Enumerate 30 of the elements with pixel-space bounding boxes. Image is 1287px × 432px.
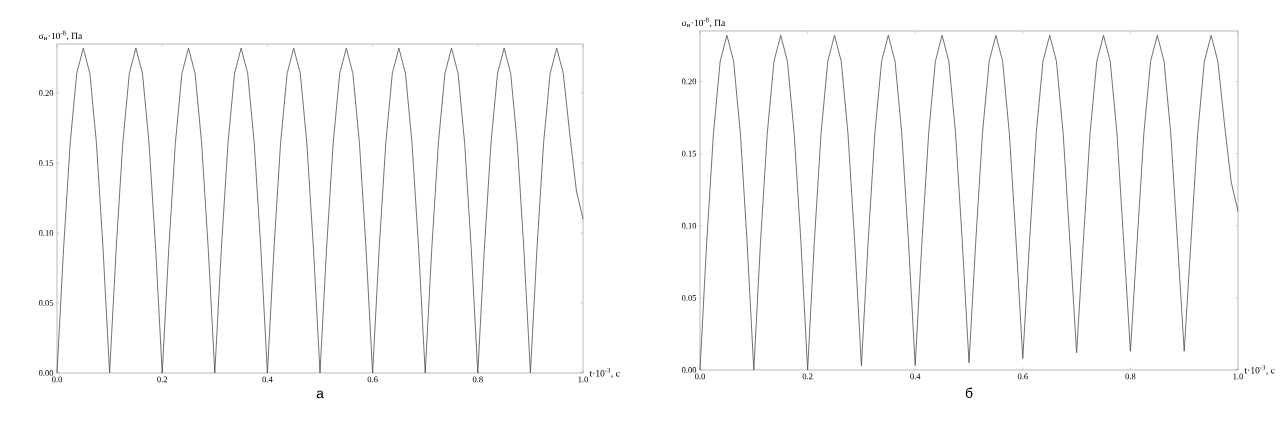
x-tick-label: 0.0	[695, 373, 705, 380]
y-axis-title: σ$_{и}$·10$^{-8}$, Па	[38, 30, 83, 41]
x-tick-label: 0.6	[367, 376, 378, 383]
text: а	[316, 390, 324, 399]
x-axis-title: t·10$^{-3}$, с	[589, 368, 620, 378]
x-axis-title: t·10$^{-3}$, с	[1244, 365, 1275, 375]
x-tick-label: 0.2	[157, 376, 168, 383]
y-tick-label: 0.20	[38, 90, 54, 96]
x-tick-label: 0.8	[472, 376, 483, 383]
x-tick-label: 0.6	[1017, 373, 1028, 380]
x-tick-label: 0.0	[52, 376, 62, 383]
x-tick-label: 0.4	[910, 373, 921, 380]
y-tick-label: 0.05	[681, 294, 697, 301]
x-tick-label: 1.0	[1233, 373, 1243, 380]
y-tick-label: 0.20	[681, 78, 697, 85]
y-tick-label: 0.00	[38, 370, 54, 376]
x-tick-label: 0.2	[802, 373, 813, 380]
y-tick-label: 0.15	[38, 160, 54, 166]
y-tick-label: 0.10	[681, 222, 697, 229]
x-tick-label: 0.4	[262, 376, 273, 383]
x-tick-label: 1.0	[578, 376, 588, 383]
y-tick-label: 0.15	[681, 150, 697, 157]
line-series	[699, 34, 1239, 371]
y-tick-label: 0.00	[681, 367, 697, 373]
line-series	[56, 47, 584, 374]
text: б	[965, 387, 973, 398]
y-tick-label: 0.05	[38, 300, 54, 306]
y-tick-label: 0.10	[38, 230, 54, 236]
x-tick-label: 0.8	[1125, 373, 1136, 380]
y-axis-title: σ$_{и}$·10$^{-8}$, Па	[681, 17, 726, 28]
